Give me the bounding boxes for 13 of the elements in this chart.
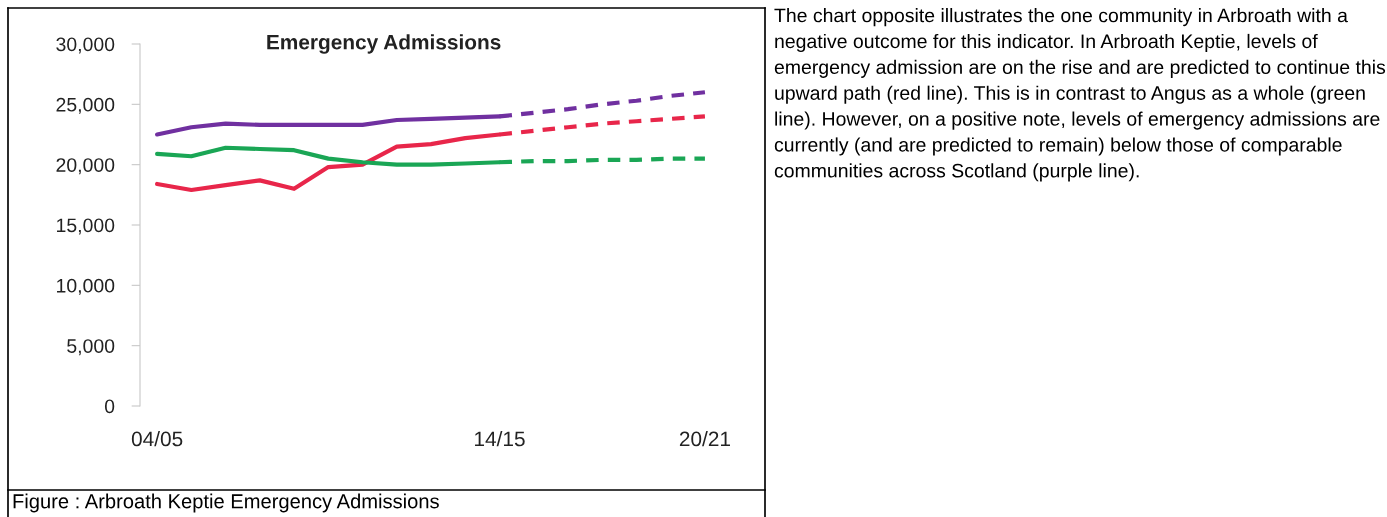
text: Figure : Arbroath Keptie Emergency Admissions <box>13 493 439 513</box>
chart-title: Emergency Admissions <box>267 34 501 54</box>
y-tick-label: 0 <box>104 399 115 414</box>
y-tick-label: 10,000 <box>57 278 115 295</box>
x-tick-label: 04/05 <box>131 431 183 447</box>
y-tick-label: 20,000 <box>56 158 115 175</box>
y-tick-label: 5,000 <box>67 339 115 356</box>
x-tick-label: 20/21 <box>679 431 730 447</box>
y-tick-label: 25,000 <box>56 97 115 114</box>
text: The chart opposite illustrates the one community in Arbroath with a negative outcome for this indicator. In Arbroath Keptie, levels of emergency admission are on the rise and are predicted to continue this upward path (red line). This is in contrast to Angus as a whole (green line). However, on a positive note, levels of emergency admissions are currently (and are predicted to remain) below those of comparable communities across Scotland (purple line). <box>774 8 1386 182</box>
x-tick-label: 14/15 <box>475 431 525 447</box>
y-tick-label: 15,000 <box>57 218 115 235</box>
y-tick-label: 30,000 <box>56 37 115 54</box>
